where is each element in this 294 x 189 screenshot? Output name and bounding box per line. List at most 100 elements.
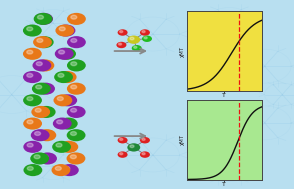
Circle shape bbox=[36, 85, 42, 89]
Circle shape bbox=[34, 13, 53, 25]
Circle shape bbox=[71, 39, 77, 42]
Circle shape bbox=[42, 155, 48, 159]
Circle shape bbox=[27, 73, 33, 77]
Circle shape bbox=[61, 73, 68, 77]
Circle shape bbox=[38, 152, 57, 164]
Circle shape bbox=[37, 15, 44, 19]
Circle shape bbox=[32, 83, 51, 95]
Y-axis label: χMT: χMT bbox=[180, 134, 185, 145]
Circle shape bbox=[63, 143, 69, 147]
Circle shape bbox=[37, 39, 43, 42]
Circle shape bbox=[36, 59, 54, 71]
Circle shape bbox=[56, 25, 74, 37]
Circle shape bbox=[66, 152, 85, 164]
Circle shape bbox=[23, 71, 42, 83]
Circle shape bbox=[142, 153, 145, 155]
Circle shape bbox=[71, 132, 76, 136]
Circle shape bbox=[23, 48, 42, 60]
Circle shape bbox=[54, 71, 73, 83]
Circle shape bbox=[36, 62, 42, 66]
Circle shape bbox=[71, 62, 77, 66]
Circle shape bbox=[130, 145, 134, 148]
Circle shape bbox=[71, 85, 77, 89]
Circle shape bbox=[56, 25, 75, 37]
Circle shape bbox=[120, 31, 123, 33]
Circle shape bbox=[67, 59, 86, 71]
Circle shape bbox=[118, 29, 128, 36]
Circle shape bbox=[58, 73, 64, 77]
Circle shape bbox=[134, 46, 137, 48]
Circle shape bbox=[71, 108, 77, 112]
Circle shape bbox=[59, 50, 65, 54]
Circle shape bbox=[142, 31, 145, 33]
Circle shape bbox=[60, 27, 66, 31]
Circle shape bbox=[52, 141, 71, 153]
Circle shape bbox=[32, 59, 51, 71]
Circle shape bbox=[60, 164, 79, 176]
Circle shape bbox=[40, 85, 46, 89]
Circle shape bbox=[41, 132, 47, 136]
Circle shape bbox=[23, 94, 42, 106]
Circle shape bbox=[27, 167, 33, 170]
Circle shape bbox=[142, 36, 152, 42]
Circle shape bbox=[120, 153, 123, 155]
Circle shape bbox=[41, 108, 46, 112]
Circle shape bbox=[144, 37, 147, 39]
Y-axis label: χMT: χMT bbox=[180, 46, 185, 57]
Circle shape bbox=[39, 62, 45, 66]
Circle shape bbox=[31, 106, 50, 118]
Circle shape bbox=[59, 141, 78, 153]
Circle shape bbox=[59, 27, 65, 31]
Circle shape bbox=[61, 50, 67, 54]
Circle shape bbox=[118, 43, 122, 45]
Circle shape bbox=[62, 97, 68, 101]
Circle shape bbox=[35, 36, 54, 48]
Circle shape bbox=[53, 118, 72, 130]
Circle shape bbox=[64, 167, 70, 170]
Circle shape bbox=[33, 36, 52, 48]
Circle shape bbox=[36, 83, 55, 95]
Circle shape bbox=[38, 15, 44, 19]
Circle shape bbox=[140, 137, 150, 143]
Circle shape bbox=[67, 13, 86, 25]
Circle shape bbox=[23, 141, 42, 153]
Circle shape bbox=[55, 167, 61, 170]
Circle shape bbox=[57, 120, 63, 124]
Circle shape bbox=[27, 27, 33, 31]
Circle shape bbox=[35, 108, 41, 112]
Circle shape bbox=[140, 29, 150, 36]
Circle shape bbox=[118, 137, 128, 143]
Circle shape bbox=[59, 118, 78, 130]
Circle shape bbox=[67, 106, 86, 118]
Circle shape bbox=[34, 155, 40, 159]
Circle shape bbox=[39, 39, 45, 42]
Circle shape bbox=[132, 45, 142, 51]
Circle shape bbox=[34, 13, 53, 25]
Circle shape bbox=[142, 138, 145, 140]
Circle shape bbox=[24, 164, 42, 176]
Circle shape bbox=[118, 151, 128, 158]
Circle shape bbox=[23, 118, 42, 130]
Circle shape bbox=[67, 83, 86, 95]
Circle shape bbox=[116, 42, 126, 48]
Circle shape bbox=[35, 132, 41, 136]
Circle shape bbox=[67, 129, 86, 141]
Circle shape bbox=[51, 164, 70, 176]
Circle shape bbox=[70, 155, 76, 159]
Circle shape bbox=[37, 106, 56, 118]
Circle shape bbox=[120, 138, 123, 140]
Circle shape bbox=[130, 37, 134, 40]
Circle shape bbox=[63, 120, 69, 124]
Circle shape bbox=[57, 97, 63, 101]
Circle shape bbox=[67, 36, 86, 48]
Circle shape bbox=[27, 50, 33, 54]
Circle shape bbox=[58, 71, 76, 83]
Circle shape bbox=[55, 48, 74, 60]
Circle shape bbox=[54, 94, 72, 106]
Circle shape bbox=[27, 97, 33, 101]
Circle shape bbox=[140, 151, 150, 158]
Circle shape bbox=[127, 36, 140, 44]
Circle shape bbox=[57, 48, 76, 60]
Circle shape bbox=[58, 94, 77, 106]
Circle shape bbox=[27, 143, 33, 147]
